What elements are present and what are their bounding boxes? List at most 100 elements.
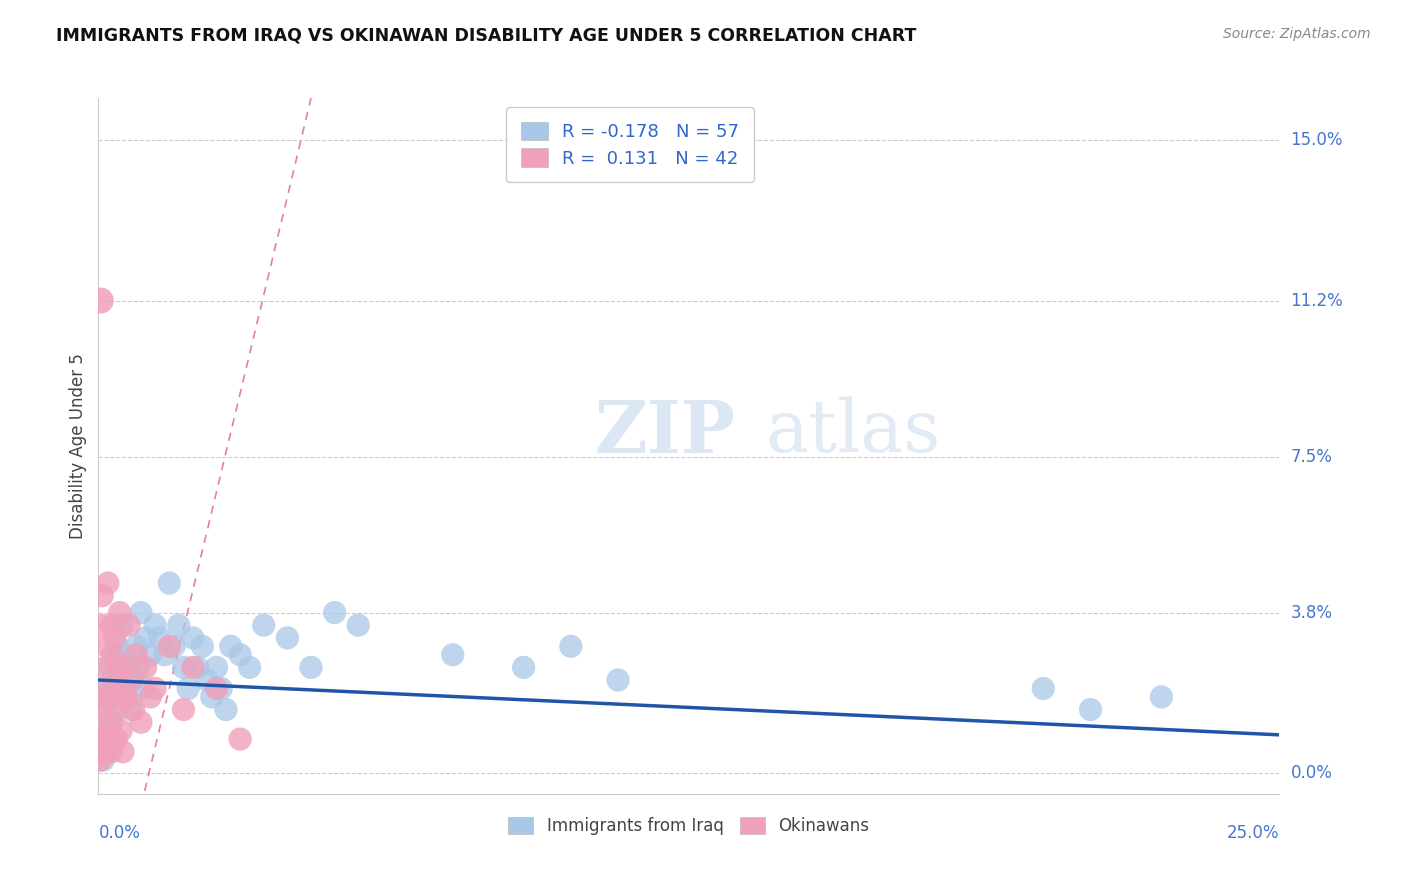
Point <box>187 660 209 674</box>
Point <box>276 631 298 645</box>
Point <box>103 690 125 704</box>
Point <box>129 606 152 620</box>
Text: 3.8%: 3.8% <box>1291 604 1333 622</box>
Point <box>90 293 112 308</box>
Point <box>143 618 166 632</box>
Point <box>177 681 200 696</box>
Point <box>97 690 120 704</box>
Point <box>139 690 162 704</box>
Point <box>118 618 141 632</box>
Point <box>105 732 128 747</box>
Point <box>323 606 346 620</box>
Text: 0.0%: 0.0% <box>1291 764 1333 781</box>
Point <box>239 660 262 674</box>
Point <box>111 745 134 759</box>
Point <box>157 576 180 591</box>
Point <box>560 640 582 654</box>
Point <box>181 660 204 674</box>
Point <box>253 618 276 632</box>
Point <box>89 753 111 767</box>
Point <box>108 648 131 662</box>
Point <box>96 640 118 654</box>
Point <box>91 702 114 716</box>
Point <box>219 640 242 654</box>
Text: 15.0%: 15.0% <box>1291 131 1343 149</box>
Point <box>97 732 120 747</box>
Point <box>100 745 122 759</box>
Text: atlas: atlas <box>766 397 941 467</box>
Point <box>110 723 132 738</box>
Point <box>132 681 155 696</box>
Point <box>91 702 114 716</box>
Point <box>512 660 534 674</box>
Point <box>167 618 190 632</box>
Point <box>90 732 112 747</box>
Point <box>93 745 115 759</box>
Point <box>139 648 162 662</box>
Point <box>100 715 122 730</box>
Point <box>118 660 141 674</box>
Text: Source: ZipAtlas.com: Source: ZipAtlas.com <box>1223 27 1371 41</box>
Point <box>112 681 135 696</box>
Point <box>93 681 115 696</box>
Point <box>195 673 218 687</box>
Point <box>229 732 252 747</box>
Point <box>97 681 120 696</box>
Point <box>129 715 152 730</box>
Point <box>181 631 204 645</box>
Point <box>89 745 111 759</box>
Point <box>101 681 124 696</box>
Point <box>108 606 131 620</box>
Point <box>90 723 112 738</box>
Point <box>191 640 214 654</box>
Point <box>104 631 127 645</box>
Point <box>91 753 114 767</box>
Point <box>111 618 134 632</box>
Point <box>100 618 122 632</box>
Point <box>90 618 112 632</box>
Point <box>149 631 172 645</box>
Point <box>94 723 117 738</box>
Point <box>135 631 157 645</box>
Point <box>111 660 134 674</box>
Point <box>91 589 114 603</box>
Point <box>229 648 252 662</box>
Point <box>105 660 128 674</box>
Text: 11.2%: 11.2% <box>1291 292 1343 310</box>
Point <box>172 660 194 674</box>
Text: 0.0%: 0.0% <box>98 824 141 842</box>
Point <box>115 690 138 704</box>
Text: 7.5%: 7.5% <box>1291 448 1333 466</box>
Point <box>104 702 127 716</box>
Point <box>153 648 176 662</box>
Point <box>157 640 180 654</box>
Point <box>90 732 112 747</box>
Point <box>93 660 115 674</box>
Point <box>135 660 157 674</box>
Point <box>201 690 224 704</box>
Point <box>98 660 121 674</box>
Point <box>122 702 145 716</box>
Point <box>105 640 128 654</box>
Text: IMMIGRANTS FROM IRAQ VS OKINAWAN DISABILITY AGE UNDER 5 CORRELATION CHART: IMMIGRANTS FROM IRAQ VS OKINAWAN DISABIL… <box>56 27 917 45</box>
Point <box>125 648 148 662</box>
Point <box>347 618 370 632</box>
Point <box>1080 702 1102 716</box>
Y-axis label: Disability Age Under 5: Disability Age Under 5 <box>69 353 87 539</box>
Point <box>205 681 228 696</box>
Point <box>122 673 145 687</box>
Point <box>128 660 150 674</box>
Point <box>94 690 117 704</box>
Point <box>299 660 322 674</box>
Point <box>112 681 135 696</box>
Point <box>205 660 228 674</box>
Text: ZIP: ZIP <box>595 397 735 467</box>
Point <box>96 745 118 759</box>
Point <box>215 702 238 716</box>
Point <box>607 673 630 687</box>
Point <box>101 648 124 662</box>
Point <box>441 648 464 662</box>
Point <box>163 640 186 654</box>
Legend: Immigrants from Iraq, Okinawans: Immigrants from Iraq, Okinawans <box>495 804 883 848</box>
Point <box>115 690 138 704</box>
